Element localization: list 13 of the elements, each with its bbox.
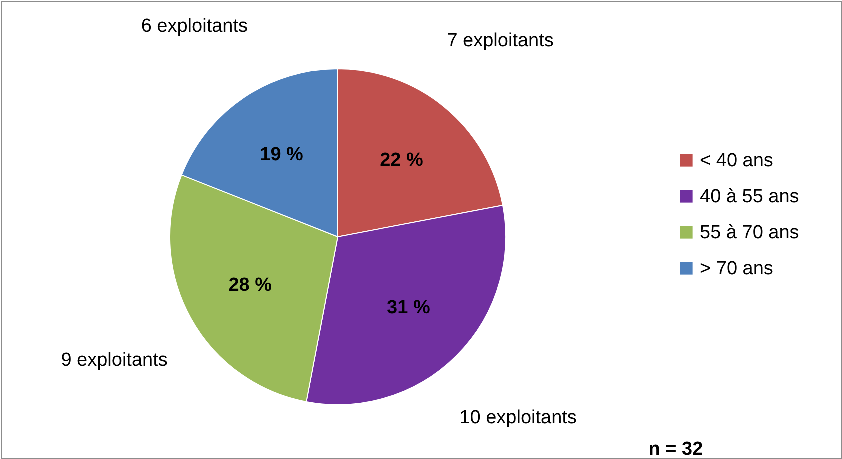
data-label: 28 % <box>228 275 272 296</box>
text: 9 exploitants <box>61 350 168 371</box>
text: 10 exploitants <box>460 407 577 428</box>
legend-label: < 40 ans <box>700 150 774 172</box>
text: 7 exploitants <box>447 30 554 52</box>
legend-label: 55 à 70 ans <box>700 222 800 244</box>
text: 6 exploitants <box>141 16 248 38</box>
data-label: 31 % <box>387 298 430 319</box>
data-label: 19 % <box>260 144 304 166</box>
text: n = 32 <box>648 439 704 459</box>
legend-label: > 70 ans <box>700 258 774 280</box>
data-label: 22 % <box>380 150 424 171</box>
legend-label: 40 à 55 ans <box>700 186 800 208</box>
